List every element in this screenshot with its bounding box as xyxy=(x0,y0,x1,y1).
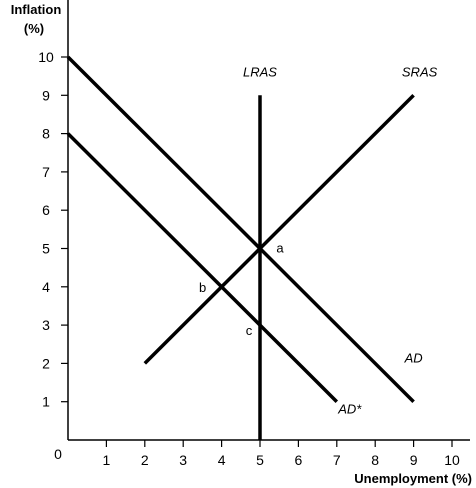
x-tick-label-10: 10 xyxy=(444,452,460,468)
point-label-b: b xyxy=(199,280,206,295)
y-tick-label-3: 3 xyxy=(42,317,50,333)
x-tick-label-3: 3 xyxy=(179,452,187,468)
x-tick-label-5: 5 xyxy=(256,452,264,468)
x-tick-label-1: 1 xyxy=(103,452,111,468)
series-line-sras xyxy=(143,94,415,365)
origin-label: 0 xyxy=(54,446,62,462)
y-axis-title-line1: Inflation xyxy=(11,2,62,17)
series-label-ad: AD xyxy=(404,351,423,366)
y-tick-label-2: 2 xyxy=(42,355,50,371)
x-tick-label-7: 7 xyxy=(333,452,341,468)
chart-labels: Inflation (%) Unemployment (%) 0 xyxy=(11,2,472,486)
series-lines: AD AD* SRAS LRAS a b c xyxy=(66,55,438,440)
y-tick-label-4: 4 xyxy=(42,279,50,295)
point-label-c: c xyxy=(246,323,253,338)
y-tick-label-8: 8 xyxy=(42,126,50,142)
x-tick-label-4: 4 xyxy=(218,452,226,468)
y-tick-label-7: 7 xyxy=(42,164,50,180)
series-line-ad-star xyxy=(66,132,339,403)
x-tick-label-6: 6 xyxy=(295,452,303,468)
series-line-ad xyxy=(66,55,415,403)
x-axis-title: Unemployment (%) xyxy=(354,471,472,486)
point-label-a: a xyxy=(276,241,284,256)
axes: 1 2 3 4 5 6 7 8 9 10 1 2 3 4 5 6 7 8 9 10 xyxy=(38,0,470,468)
x-tick-label-9: 9 xyxy=(410,452,418,468)
y-tick-label-10: 10 xyxy=(38,49,54,65)
y-tick-label-1: 1 xyxy=(42,394,50,410)
x-tick-label-2: 2 xyxy=(141,452,149,468)
series-label-lras: LRAS xyxy=(243,64,277,79)
y-tick-label-9: 9 xyxy=(42,87,50,103)
y-tick-label-6: 6 xyxy=(42,202,50,218)
y-axis-title-line2: (%) xyxy=(24,21,44,36)
y-tick-label-5: 5 xyxy=(42,241,50,257)
series-label-ad-star: AD* xyxy=(337,402,362,417)
x-tick-label-8: 8 xyxy=(371,452,379,468)
series-label-sras: SRAS xyxy=(402,64,438,79)
